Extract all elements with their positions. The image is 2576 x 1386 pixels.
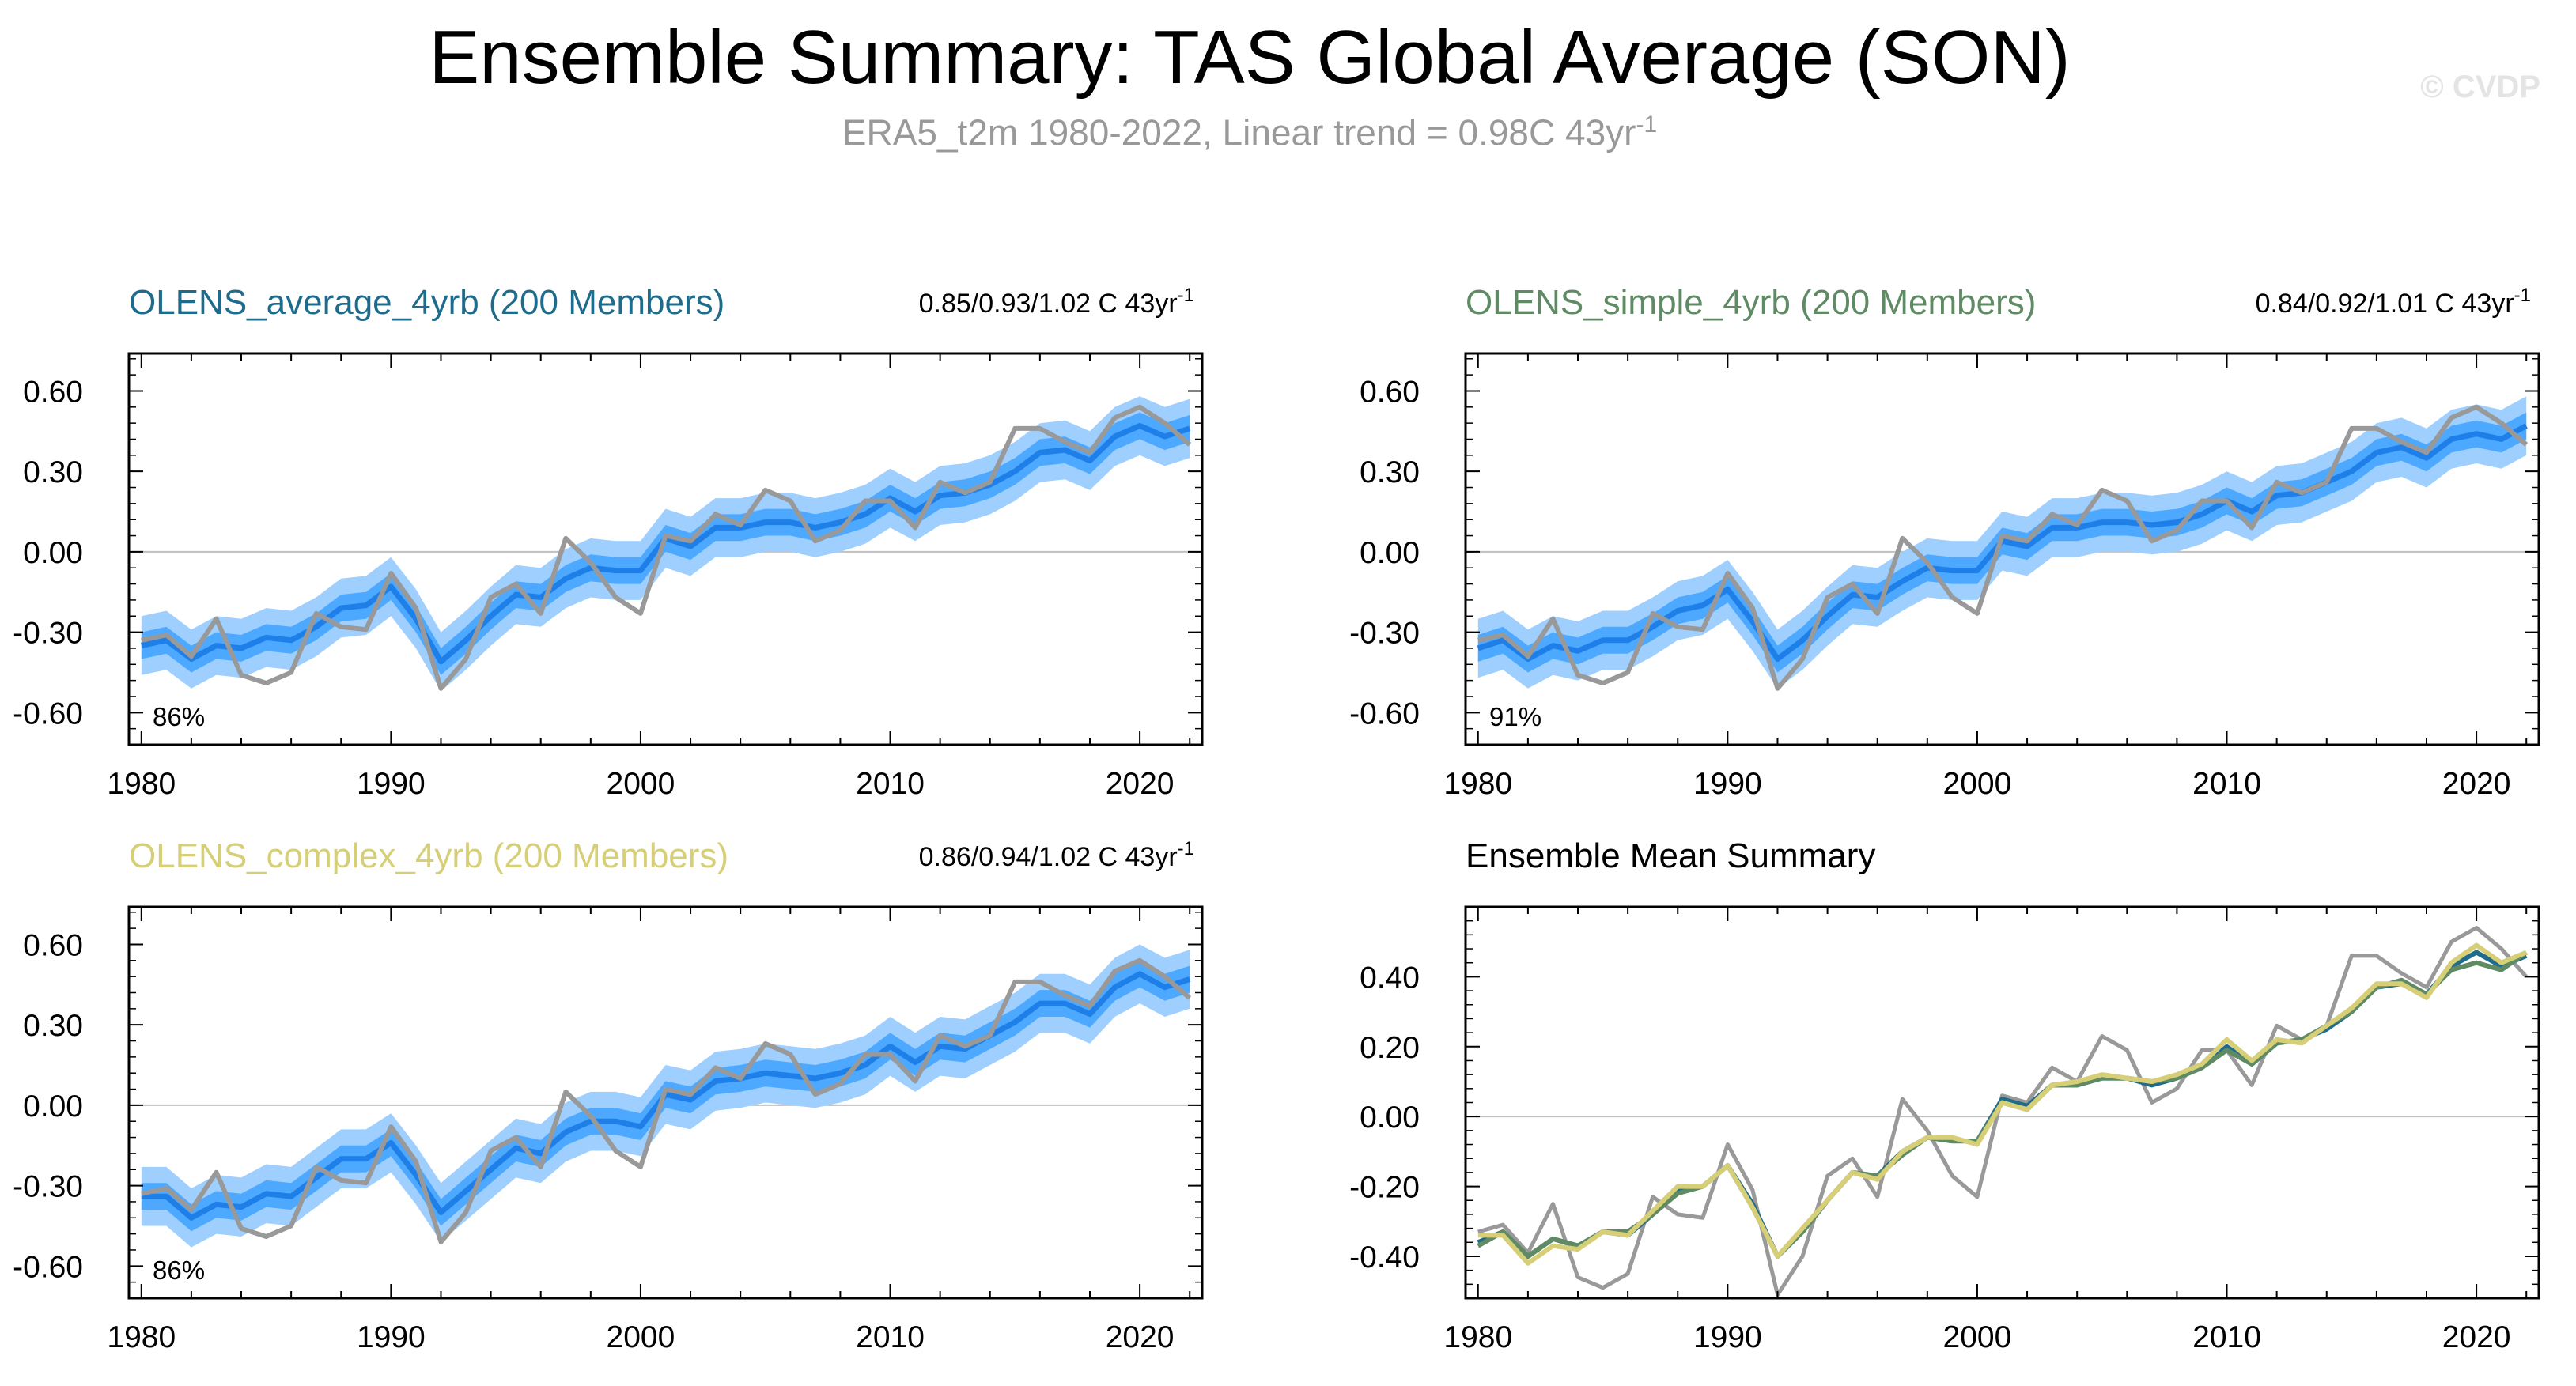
panel-title: Ensemble Mean Summary [1466, 837, 1875, 875]
plot-area [129, 944, 1202, 1248]
x-tick-label: 2000 [607, 767, 675, 801]
observed-era5-line [1477, 404, 2529, 691]
y-tick-label: -0.30 [1349, 617, 1420, 651]
x-tick-label: 2020 [2442, 1320, 2511, 1354]
y-tick-label: 0.30 [1360, 455, 1420, 489]
panel-4: Ensemble Mean Summary 1980 1990 2000 2010 202… [1349, 837, 2540, 1354]
y-tick-label: 0.60 [23, 375, 83, 409]
plot-area [129, 396, 1202, 692]
percent-label: 86% [153, 702, 205, 731]
observed-era5-line [141, 957, 1192, 1244]
trend-exponent: -1 [1178, 838, 1194, 859]
y-tick-label: -0.40 [1349, 1241, 1420, 1275]
trend-label: 0.85/0.93/1.02 C 43yr-1 [919, 285, 1194, 319]
x-tick-label: 2000 [1943, 1320, 2012, 1354]
percent-label: 86% [153, 1256, 205, 1285]
series-line-olens-complex-4yrb [1477, 942, 2528, 1266]
y-tick-label: -0.60 [1349, 697, 1420, 731]
x-tick-label: 2020 [1106, 1320, 1175, 1354]
trend-value: 0.85/0.93/1.02 C 43yr [919, 289, 1178, 319]
cvdp-watermark: © CVDP [2420, 70, 2540, 104]
x-tick-label: 1990 [1693, 1320, 1762, 1354]
plot-area [1466, 396, 2539, 691]
x-tick-label: 1980 [107, 1320, 176, 1354]
percent-label: 91% [1489, 702, 1541, 731]
panel-title: OLENS_average_4yrb (200 Members) [129, 283, 724, 322]
x-tick-label: 2010 [856, 1320, 925, 1354]
plot-frame [127, 905, 1204, 1300]
subtitle-unit-exponent: -1 [1636, 111, 1658, 138]
panel-1: OLENS_average_4yrb (200 Members) 0.85/0.9… [13, 283, 1204, 801]
panel-2: OLENS_simple_4yrb (200 Members) 0.84/0.92… [1349, 283, 2540, 801]
trend-value: 0.86/0.94/1.02 C 43yr [919, 842, 1178, 872]
trend-label: 0.84/0.92/1.01 C 43yr-1 [2256, 285, 2531, 319]
x-tick-label: 2010 [2192, 1320, 2261, 1354]
series-line-era5-t2m [1477, 926, 2529, 1297]
y-tick-label: 0.00 [23, 1090, 83, 1124]
ensemble-inner-band [141, 412, 1190, 675]
figure-subtitle: ERA5_t2m 1980-2022, Linear trend = 0.98C… [0, 101, 2499, 156]
panel-title: OLENS_simple_4yrb (200 Members) [1466, 283, 2036, 322]
x-tick-label: 1980 [107, 767, 176, 801]
figure-title: Ensemble Summary: TAS Global Average (SO… [429, 15, 2071, 100]
y-tick-label: 0.00 [1360, 536, 1420, 570]
plot-frame [127, 352, 1204, 746]
x-tick-label: 2000 [1943, 767, 2012, 801]
y-tick-label: 0.20 [1360, 1031, 1420, 1065]
plot-frame [1464, 352, 2540, 746]
trend-label: 0.86/0.94/1.02 C 43yr-1 [919, 838, 1194, 872]
trend-value: 0.84/0.92/1.01 C 43yr [2256, 289, 2514, 319]
x-tick-label: 1990 [357, 1320, 426, 1354]
x-tick-label: 1980 [1443, 767, 1512, 801]
x-tick-label: 2020 [1106, 767, 1175, 801]
x-tick-label: 2020 [2442, 767, 2511, 801]
x-tick-label: 2000 [607, 1320, 675, 1354]
panel-title: OLENS_complex_4yrb (200 Members) [129, 837, 728, 875]
y-tick-label: 0.00 [1360, 1101, 1420, 1135]
plot-area [1466, 926, 2539, 1297]
x-tick-label: 1980 [1443, 1320, 1512, 1354]
observed-era5-line [141, 404, 1192, 691]
x-tick-label: 1990 [1693, 767, 1762, 801]
y-tick-label: -0.60 [13, 697, 83, 731]
panel-3: OLENS_complex_4yrb (200 Members) 0.86/0.9… [13, 837, 1204, 1354]
y-tick-label: 0.40 [1360, 961, 1420, 995]
y-tick-label: 0.30 [23, 1009, 83, 1043]
y-tick-label: -0.30 [13, 1170, 83, 1204]
y-tick-label: -0.20 [1349, 1171, 1420, 1205]
y-tick-label: 0.00 [23, 536, 83, 570]
subtitle-text: ERA5_t2m 1980-2022, Linear trend = 0.98C… [842, 111, 1636, 153]
y-tick-label: 0.60 [23, 928, 83, 962]
trend-exponent: -1 [1178, 285, 1194, 306]
x-tick-label: 2010 [2192, 767, 2261, 801]
trend-exponent: -1 [2514, 285, 2531, 306]
y-tick-label: 0.60 [1360, 375, 1420, 409]
y-tick-label: -0.60 [13, 1250, 83, 1284]
y-tick-label: 0.30 [23, 455, 83, 489]
x-tick-label: 2010 [856, 767, 925, 801]
y-tick-label: -0.30 [13, 617, 83, 651]
x-tick-label: 1990 [357, 767, 426, 801]
